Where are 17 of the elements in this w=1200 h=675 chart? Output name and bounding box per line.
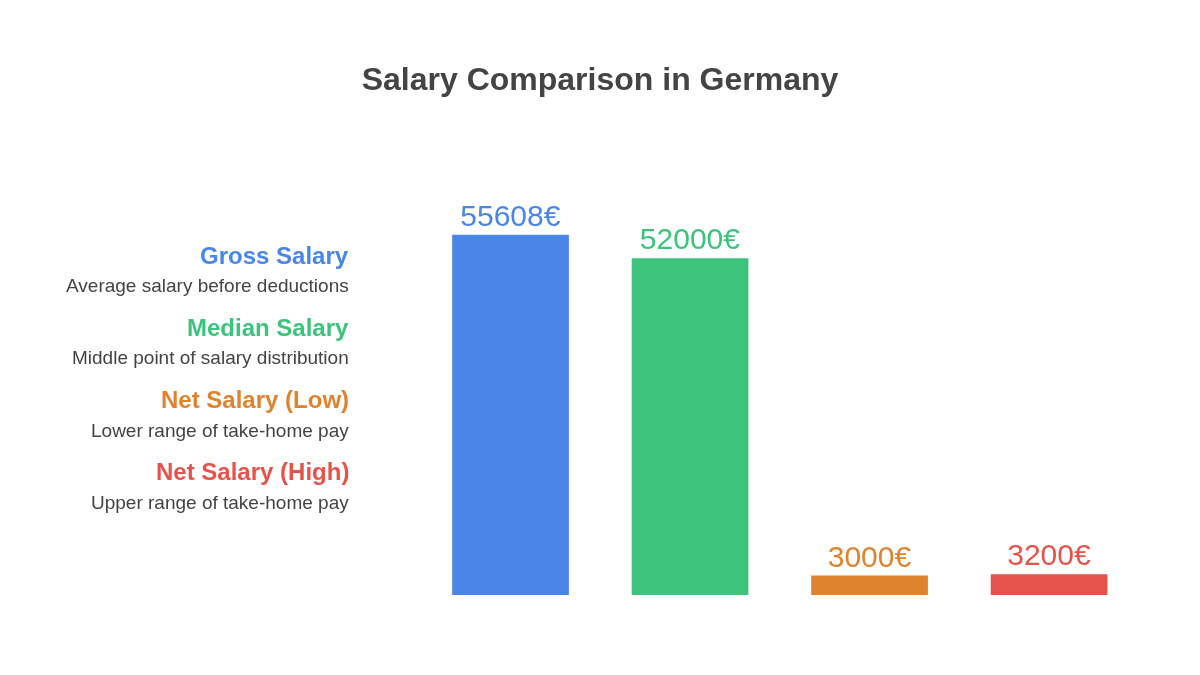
text: Median Salary	[187, 314, 350, 341]
data-label: 3200€	[1007, 538, 1091, 572]
text: Gross Salary	[200, 242, 349, 269]
text: Average salary before deductions	[66, 275, 349, 296]
text: Net Salary (Low)	[161, 386, 350, 413]
data-label: 55608€	[460, 198, 561, 232]
data-label: 52000€	[639, 222, 741, 256]
text: Lower range of take-home pay	[91, 420, 350, 441]
bar	[990, 574, 1108, 595]
data-label: 3000€	[827, 539, 912, 573]
text: Upper range of take-home pay	[91, 492, 350, 513]
bar	[811, 575, 928, 595]
text: Net Salary (High)	[156, 458, 350, 485]
text: Middle point of salary distribution	[72, 347, 349, 368]
bar	[452, 234, 569, 595]
bar	[631, 258, 749, 595]
chart-title: Salary Comparison in Germany	[361, 60, 839, 97]
